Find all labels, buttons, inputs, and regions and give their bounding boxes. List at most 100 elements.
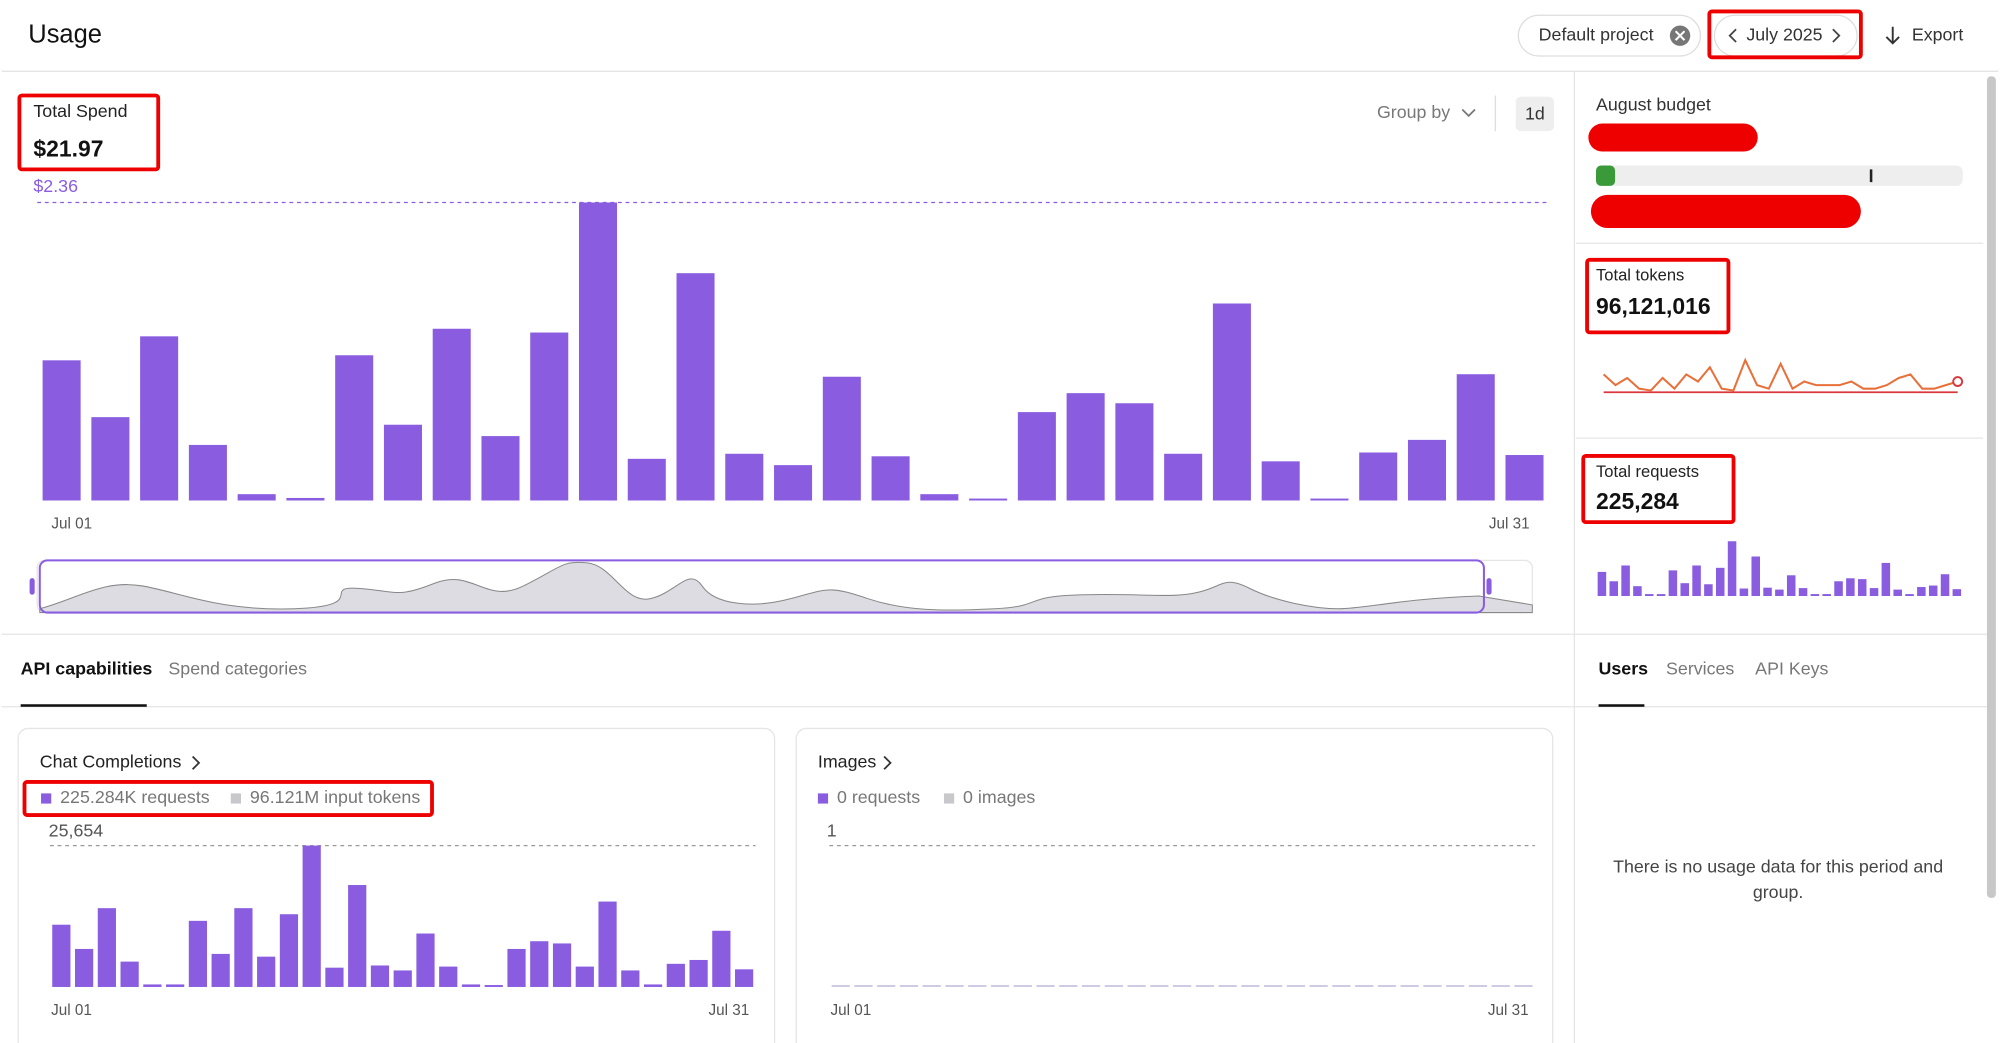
bar	[1115, 403, 1154, 501]
bar	[91, 417, 130, 501]
bar	[725, 453, 764, 501]
tab[interactable]: Services	[1666, 659, 1734, 679]
group-by[interactable]: Group by	[1377, 102, 1450, 122]
bar	[1822, 594, 1831, 596]
bar	[1905, 594, 1914, 596]
legend-swatch	[943, 793, 955, 804]
bar	[257, 956, 276, 987]
bar	[1173, 985, 1192, 987]
bar	[348, 885, 367, 987]
bar	[877, 985, 896, 987]
bar	[643, 984, 663, 987]
brush-handle[interactable]	[1486, 578, 1492, 595]
bar	[990, 985, 1010, 987]
bar	[1668, 570, 1678, 596]
legend-entry: 0 requests	[837, 787, 920, 807]
bar	[416, 933, 435, 987]
bar	[945, 985, 964, 987]
brush-window[interactable]	[38, 559, 1485, 614]
x-tick-label: Jul 01	[831, 1002, 872, 1019]
bar	[1059, 985, 1078, 987]
chart-total: 96,121,016	[1596, 293, 1711, 319]
month-arrows[interactable]	[1728, 28, 1841, 43]
bar	[1468, 985, 1488, 987]
redaction	[1590, 194, 1861, 228]
bar	[1952, 589, 1962, 596]
export-button[interactable]: Export	[1912, 24, 1964, 44]
bar	[774, 465, 813, 501]
bar	[575, 966, 594, 987]
bar	[1763, 587, 1772, 596]
bar	[1656, 594, 1666, 596]
budget-track	[1596, 165, 1963, 186]
bar	[484, 985, 503, 987]
budget-fill	[1596, 165, 1616, 186]
bar	[1727, 541, 1737, 596]
project-chip[interactable]	[1517, 14, 1702, 57]
bar	[1810, 594, 1820, 596]
bar	[42, 360, 81, 501]
bar	[1715, 567, 1725, 596]
bar	[286, 497, 325, 501]
bar	[1644, 594, 1654, 596]
y-tick-label: $2.36	[33, 176, 78, 196]
tab[interactable]: Spend categories	[168, 659, 307, 679]
bar	[1798, 588, 1808, 596]
tab-active[interactable]: Users	[1599, 659, 1649, 679]
bar	[1456, 374, 1495, 501]
bar	[1127, 985, 1146, 987]
bar	[1514, 985, 1533, 987]
bar	[97, 908, 116, 987]
bar	[1195, 985, 1214, 987]
bar	[920, 494, 959, 501]
bar	[439, 966, 458, 987]
bar	[1164, 453, 1203, 501]
x-tick-label: Jul 01	[51, 1002, 92, 1019]
bar	[1446, 985, 1465, 987]
bar	[735, 969, 754, 987]
bar	[1377, 985, 1397, 987]
bar	[1775, 589, 1784, 596]
card[interactable]	[795, 727, 1554, 1043]
scrollbar[interactable]	[1986, 76, 1996, 898]
bar	[1212, 303, 1251, 501]
bar	[188, 444, 227, 501]
bar	[1241, 985, 1260, 987]
legend-swatch	[230, 793, 241, 804]
bar	[1704, 584, 1713, 596]
y-tick-label: 25,654	[49, 820, 104, 840]
annotation-box	[17, 93, 161, 172]
bar	[325, 967, 344, 987]
bar	[1013, 985, 1032, 987]
y-tick-label: 1	[827, 820, 837, 840]
bar	[1400, 985, 1419, 987]
chart-total: 225,284	[1596, 488, 1679, 514]
bar	[1081, 985, 1101, 987]
brush-handle[interactable]	[29, 578, 35, 595]
bar	[1739, 588, 1749, 596]
chart-title: Chat Completions	[40, 752, 182, 772]
bar	[1309, 985, 1328, 987]
tab-active[interactable]: API capabilities	[21, 659, 153, 679]
bar	[1834, 581, 1843, 596]
bar	[1310, 498, 1349, 501]
bar	[166, 984, 185, 987]
month-label: July 2025	[1746, 24, 1822, 44]
bar	[1491, 985, 1510, 987]
bar	[1286, 985, 1306, 987]
bar	[370, 965, 390, 987]
tab[interactable]: API Keys	[1755, 659, 1828, 679]
bar	[922, 985, 941, 987]
bar	[1633, 586, 1642, 596]
card[interactable]	[17, 727, 776, 1043]
bar	[383, 424, 422, 501]
interval-button[interactable]	[1515, 96, 1554, 132]
bar	[1423, 985, 1442, 987]
legend-swatch	[817, 793, 829, 804]
bar	[969, 498, 1008, 501]
x-tick-label: Jul 01	[51, 516, 92, 533]
x-tick-label: Jul 31	[1489, 516, 1530, 533]
chart-total: $21.97	[33, 135, 103, 161]
empty-state: There is no usage data for this period a…	[1613, 856, 1943, 902]
